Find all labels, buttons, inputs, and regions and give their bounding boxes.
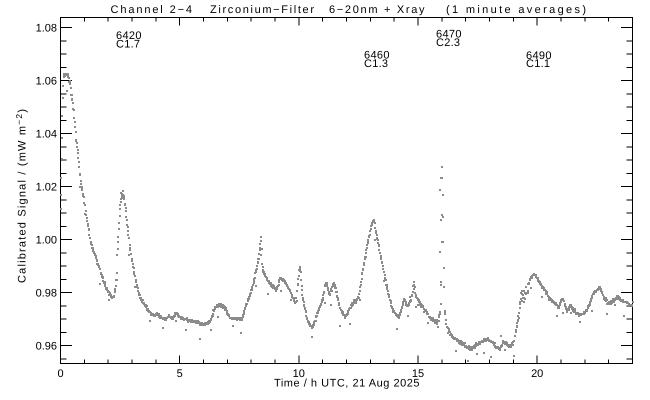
svg-text:0.96: 0.96 bbox=[36, 340, 57, 352]
svg-text:20: 20 bbox=[531, 368, 543, 380]
svg-text:6420: 6420 bbox=[116, 30, 142, 42]
svg-text:6470: 6470 bbox=[436, 29, 462, 41]
svg-text:Calibrated Signal / (mW m−2): Calibrated Signal / (mW m−2) bbox=[14, 109, 29, 283]
svg-text:6490: 6490 bbox=[526, 50, 552, 62]
svg-text:Time / h UTC, 21 Aug 2025: Time / h UTC, 21 Aug 2025 bbox=[274, 377, 420, 389]
svg-text:C1.3: C1.3 bbox=[364, 58, 388, 70]
svg-text:Zirconium−Filter: Zirconium−Filter bbox=[210, 4, 314, 16]
svg-text:0.98: 0.98 bbox=[36, 287, 57, 299]
svg-text:5: 5 bbox=[177, 368, 183, 380]
svg-text:1.04: 1.04 bbox=[36, 128, 57, 140]
svg-text:C1.1: C1.1 bbox=[526, 58, 550, 70]
svg-text:6460: 6460 bbox=[364, 50, 390, 62]
svg-text:15: 15 bbox=[412, 368, 424, 380]
svg-text:1.08: 1.08 bbox=[36, 22, 57, 34]
svg-text:0: 0 bbox=[57, 368, 63, 380]
svg-text:6−20nm + Xray: 6−20nm + Xray bbox=[329, 4, 425, 16]
svg-text:1.06: 1.06 bbox=[36, 75, 57, 87]
svg-text:10: 10 bbox=[293, 368, 305, 380]
svg-text:1.00: 1.00 bbox=[36, 234, 57, 246]
svg-text:C1.7: C1.7 bbox=[116, 38, 140, 50]
svg-text:1.02: 1.02 bbox=[36, 181, 57, 193]
svg-text:C2.3: C2.3 bbox=[436, 37, 460, 49]
